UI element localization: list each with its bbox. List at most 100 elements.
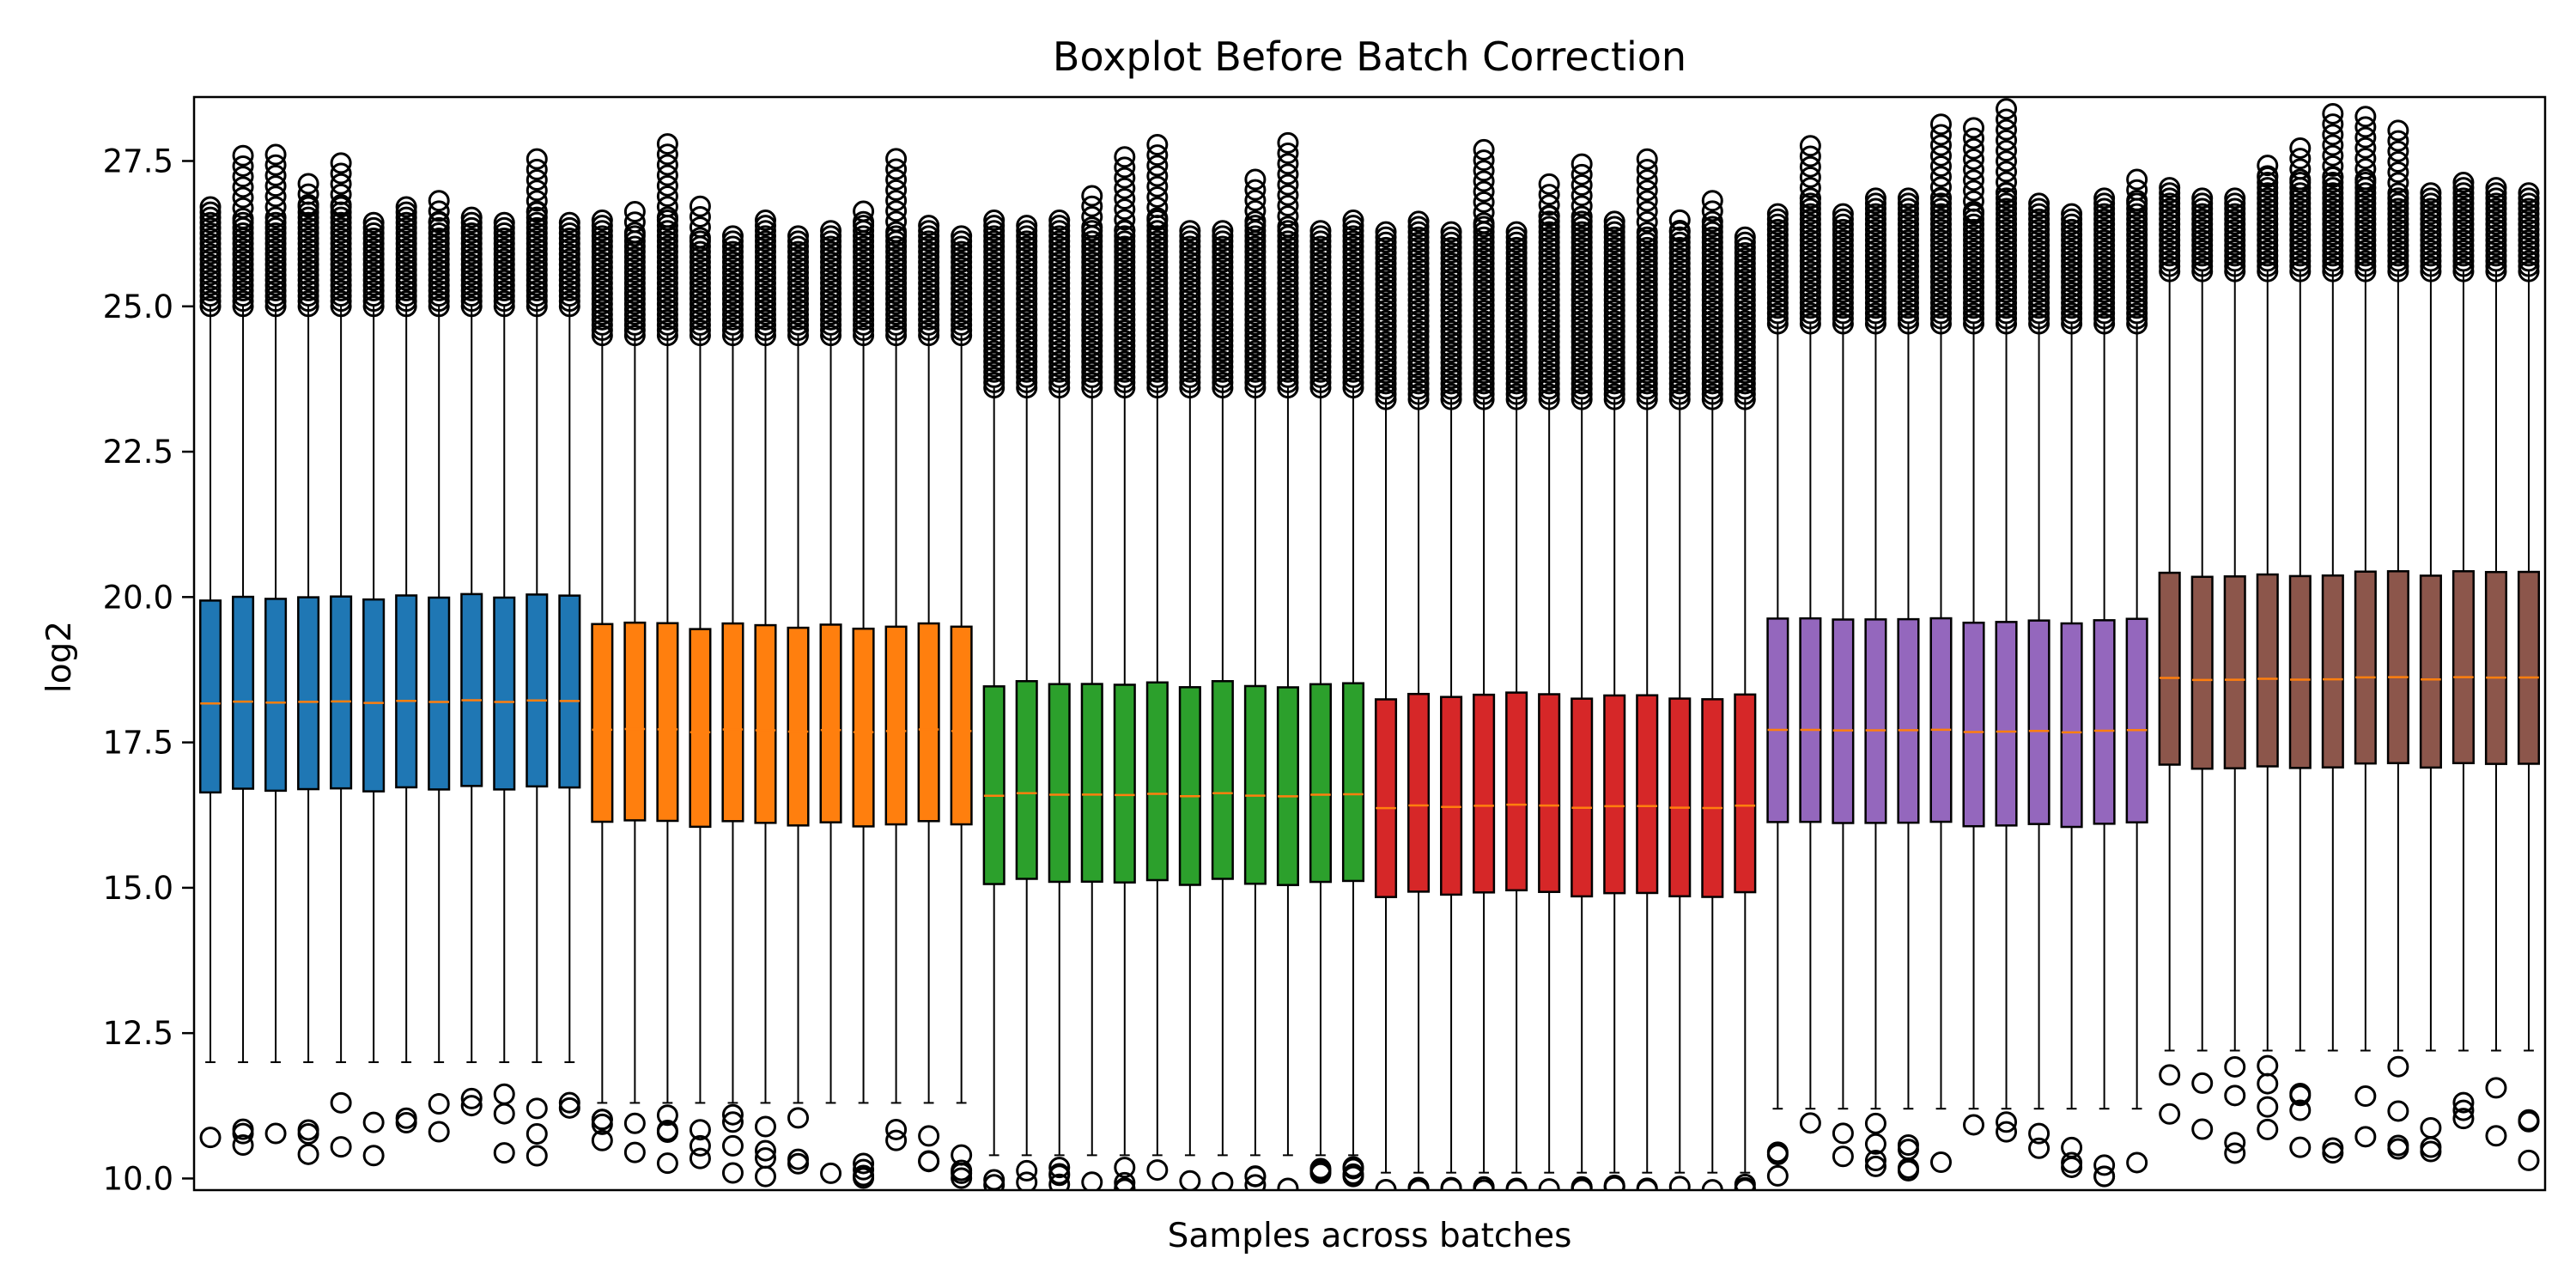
outlier-point (1244, 308, 1267, 331)
outlier-point (1146, 283, 1169, 305)
outlier-point (1701, 294, 1723, 316)
outlier-point (1929, 213, 1952, 235)
iqr-box (591, 623, 614, 823)
outlier-point (1244, 256, 1267, 278)
box-sample-49 (1766, 203, 1789, 1187)
outlier-point (1146, 371, 1169, 393)
outlier-point (1538, 362, 1560, 385)
outlier-point (2518, 192, 2540, 215)
outlier-point (2420, 1136, 2442, 1158)
outlier-point (460, 1087, 483, 1109)
box-sample-40 (1473, 138, 1496, 1190)
outlier-point (1081, 283, 1103, 305)
outlier-point (2387, 150, 2409, 173)
outlier-point (1048, 330, 1071, 352)
outlier-point (1505, 362, 1528, 385)
outlier-point (2126, 218, 2148, 240)
outlier-point (1897, 302, 1919, 325)
iqr-box (2484, 570, 2507, 765)
outlier-point (297, 233, 319, 255)
outlier-point (1668, 283, 1691, 306)
outlier-point (1963, 287, 1985, 309)
outlier-point (2028, 265, 2050, 288)
outlier-point (264, 279, 287, 301)
outlier-point (1473, 310, 1495, 332)
outlier-point (2485, 213, 2507, 235)
outlier-point (362, 216, 385, 239)
outliers-low (1114, 1157, 1136, 1190)
outlier-point (526, 285, 548, 307)
outlier-point (983, 220, 1005, 242)
outlier-point (1244, 361, 1267, 383)
outlier-point (787, 251, 810, 273)
outlier-point (1734, 268, 1756, 290)
box-sample-65 (2288, 137, 2312, 1158)
outlier-point (1538, 241, 1560, 264)
outlier-point (689, 1147, 711, 1170)
outlier-point (1048, 235, 1071, 258)
outlier-point (1929, 255, 1952, 277)
outlier-point (558, 211, 580, 234)
outliers-low (1897, 1134, 1919, 1182)
outlier-point (1375, 346, 1397, 368)
y-tick-label: 17.5 (103, 725, 173, 762)
outlier-point (460, 279, 483, 301)
outlier-point (1016, 319, 1038, 342)
outlier-point (1929, 113, 1952, 136)
outlier-point (1375, 273, 1397, 295)
outlier-point (1538, 173, 1560, 195)
outlier-point (1212, 303, 1234, 325)
box-sample-19 (787, 225, 810, 1175)
outlier-point (1440, 346, 1462, 368)
outlier-point (558, 269, 580, 291)
outlier-point (1963, 190, 1985, 212)
outlier-point (2191, 245, 2214, 267)
outlier-point (1963, 302, 1985, 325)
outlier-point (853, 319, 875, 342)
outlier-point (2028, 313, 2050, 335)
outliers-low (2028, 1122, 2050, 1159)
outlier-point (1048, 267, 1071, 289)
outlier-point (1963, 265, 1985, 288)
outlier-point (1996, 240, 2018, 262)
outlier-point (1864, 265, 1886, 288)
outlier-point (2257, 182, 2279, 204)
outlier-point (1114, 335, 1136, 357)
outlier-point (983, 366, 1005, 388)
outlier-point (1016, 308, 1038, 331)
outlier-point (754, 246, 776, 268)
outlier-point (1407, 362, 1430, 385)
outlier-point (1897, 276, 1919, 298)
outlier-point (1996, 1111, 2018, 1133)
outlier-point (1016, 1159, 1038, 1182)
outlier-point (1212, 377, 1234, 399)
outlier-point (2322, 113, 2344, 136)
iqr-box (2223, 575, 2246, 769)
outlier-point (330, 183, 352, 205)
outliers-high (362, 211, 385, 318)
outlier-point (1636, 231, 1658, 253)
outliers-high (1375, 221, 1397, 410)
outlier-point (1440, 373, 1462, 395)
outlier-point (1081, 267, 1103, 289)
outlier-point (1996, 265, 2018, 288)
outlier-point (1277, 377, 1299, 399)
outlier-point (1963, 255, 1985, 277)
outlier-point (1799, 218, 1821, 240)
outlier-point (1963, 200, 1985, 222)
outlier-point (1473, 191, 1495, 213)
outlier-point (1571, 289, 1593, 311)
outlier-point (2257, 172, 2279, 194)
outlier-point (1734, 236, 1756, 258)
outlier-point (2028, 276, 2050, 298)
outlier-point (2257, 203, 2279, 225)
outlier-point (2485, 229, 2507, 252)
iqr-box (1962, 621, 1985, 828)
outliers-low (2061, 1136, 2083, 1178)
outlier-point (199, 258, 222, 281)
box-sample-8 (428, 190, 451, 1143)
outlier-point (1897, 1134, 1919, 1157)
outlier-point (428, 243, 450, 265)
outlier-point (1701, 341, 1723, 363)
outlier-point (1375, 231, 1397, 253)
